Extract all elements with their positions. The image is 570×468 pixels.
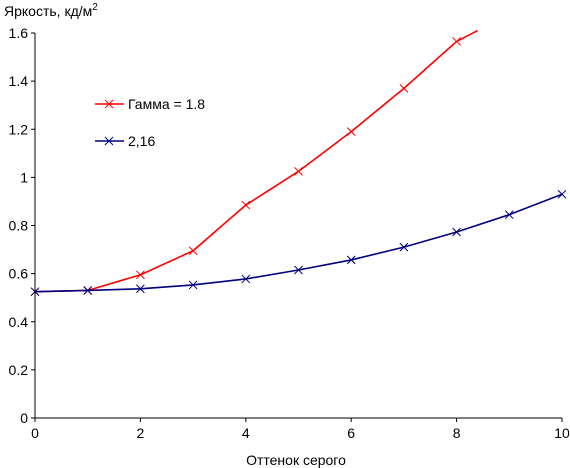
x-marker bbox=[294, 265, 303, 275]
x-marker-stroke bbox=[294, 167, 303, 176]
series-line bbox=[34, 193, 563, 293]
x-marker bbox=[104, 136, 114, 146]
x-marker-stroke bbox=[241, 200, 251, 210]
series-2 bbox=[30, 189, 567, 297]
x-marker bbox=[104, 99, 114, 109]
y-tick-label: 1.6 bbox=[9, 25, 29, 41]
x-marker bbox=[399, 242, 409, 252]
x-marker-stroke bbox=[188, 280, 198, 290]
y-tick-label: 0 bbox=[20, 410, 28, 426]
x-marker bbox=[241, 200, 251, 210]
x-marker-stroke bbox=[557, 189, 567, 199]
x-tick-label: 0 bbox=[31, 425, 39, 441]
y-axis-title: Яркость, кд/м2 bbox=[4, 2, 98, 19]
x-marker bbox=[188, 246, 198, 256]
x-marker-stroke bbox=[399, 242, 409, 252]
legend-label: 2,16 bbox=[128, 133, 155, 149]
legend-item-1: Гамма = 1.8 bbox=[95, 96, 205, 112]
x-marker bbox=[241, 274, 251, 284]
x-tick-label: 4 bbox=[242, 425, 250, 441]
x-marker-stroke bbox=[104, 136, 114, 146]
y-tick-label: 0.6 bbox=[9, 266, 29, 282]
axes bbox=[34, 33, 562, 419]
legend-item-2: 2,16 bbox=[95, 133, 155, 149]
x-marker-stroke bbox=[30, 287, 40, 297]
x-marker bbox=[83, 286, 93, 295]
x-marker bbox=[504, 210, 514, 220]
legend: Гамма = 1.8 2,16 bbox=[95, 96, 205, 149]
series-line bbox=[34, 29, 479, 293]
y-axis-title-superscript: 2 bbox=[92, 2, 98, 13]
x-marker bbox=[452, 227, 461, 237]
x-marker bbox=[188, 280, 198, 290]
x-marker-stroke bbox=[188, 246, 198, 256]
x-marker-stroke bbox=[504, 210, 514, 220]
x-marker-stroke bbox=[399, 83, 409, 93]
series-layer bbox=[30, 29, 567, 297]
x-marker-stroke bbox=[136, 270, 145, 280]
x-marker bbox=[346, 255, 356, 265]
x-marker-stroke bbox=[346, 255, 356, 265]
x-marker-stroke bbox=[452, 37, 461, 46]
x-marker bbox=[136, 284, 145, 294]
x-marker-stroke bbox=[294, 265, 303, 275]
x-marker bbox=[136, 270, 145, 280]
x-marker bbox=[294, 167, 303, 176]
x-marker-stroke bbox=[104, 99, 114, 109]
x-marker-stroke bbox=[452, 227, 461, 237]
x-marker-stroke bbox=[241, 274, 251, 284]
x-marker bbox=[30, 287, 40, 297]
x-marker bbox=[346, 127, 356, 137]
x-marker bbox=[399, 83, 409, 93]
y-tick-label: 0.8 bbox=[9, 218, 29, 234]
x-marker-stroke bbox=[136, 284, 145, 294]
y-tick-label: 1 bbox=[20, 169, 28, 185]
x-axis-title: Оттенок серого bbox=[246, 452, 346, 468]
y-axis-title-main: Яркость, кд/м bbox=[4, 3, 92, 19]
y-tick-label: 0.2 bbox=[9, 362, 29, 378]
legend-label: Гамма = 1.8 bbox=[128, 96, 205, 112]
series-1 bbox=[30, 29, 479, 297]
ticks: 0 0.2 0.4 0.6 0.8 1 1.2 1.4 1.6 0 2 4 6 8 10 bbox=[9, 25, 570, 441]
y-tick-label: 1.2 bbox=[9, 121, 29, 137]
x-tick-label: 10 bbox=[554, 425, 570, 441]
x-marker-stroke bbox=[83, 286, 93, 295]
x-tick-label: 8 bbox=[453, 425, 461, 441]
y-tick-label: 1.4 bbox=[9, 73, 29, 89]
y-tick-label: 0.4 bbox=[9, 314, 29, 330]
x-marker-stroke bbox=[346, 127, 356, 137]
x-marker bbox=[452, 37, 461, 46]
x-marker bbox=[557, 189, 567, 199]
x-tick-label: 2 bbox=[137, 425, 145, 441]
x-tick-label: 6 bbox=[347, 425, 355, 441]
